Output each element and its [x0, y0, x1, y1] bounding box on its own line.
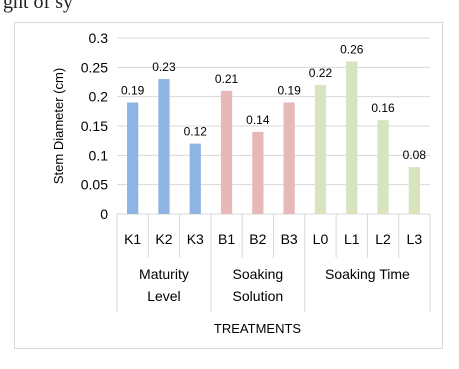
bar [377, 120, 389, 214]
y-tick-label: 0.05 [81, 177, 108, 193]
y-tick-label: 0.1 [89, 147, 109, 163]
data-label: 0.14 [246, 113, 270, 127]
cropped-caption-fragment: ght of sy [0, 0, 459, 22]
x-tick-label: K1 [124, 231, 141, 247]
bar [189, 143, 201, 214]
y-tick-label: 0.2 [89, 89, 109, 105]
y-tick-label: 0.15 [81, 118, 108, 134]
data-label: 0.26 [340, 42, 364, 56]
data-label: 0.16 [371, 101, 395, 115]
x-tick-label: K3 [187, 231, 204, 247]
data-label: 0.12 [184, 125, 208, 139]
group-label: Soaking Time [325, 266, 410, 282]
x-tick-label: B1 [218, 231, 235, 247]
group-label: Maturity [139, 266, 189, 282]
group-label: Level [147, 288, 180, 304]
data-label: 0.22 [309, 66, 333, 80]
bar [220, 90, 233, 214]
group-label: Soaking [233, 266, 284, 282]
x-tick-label: B3 [281, 231, 298, 247]
data-label: 0.23 [152, 60, 176, 74]
data-label: 0.19 [277, 84, 301, 98]
bar [252, 131, 264, 214]
y-tick-label: 0 [100, 206, 108, 222]
x-tick-label: L1 [344, 231, 360, 247]
bar [283, 102, 295, 214]
bar [408, 167, 420, 214]
bar [127, 102, 139, 214]
data-label: 0.19 [121, 84, 145, 98]
bar [314, 84, 327, 214]
y-tick-label: 0.25 [81, 59, 108, 75]
x-tick-label: B2 [249, 231, 266, 247]
data-label: 0.21 [215, 72, 239, 86]
x-tick-label: L0 [313, 231, 329, 247]
x-tick-label: L2 [375, 231, 391, 247]
x-tick-label: K2 [155, 231, 172, 247]
group-label: Solution [233, 288, 284, 304]
bar [346, 61, 358, 214]
x-tick-label: L3 [407, 231, 423, 247]
bar [158, 79, 170, 214]
data-label: 0.08 [403, 148, 427, 162]
caption-text: ght of sy [3, 0, 73, 13]
x-axis-label: TREATMENTS [214, 321, 301, 336]
y-tick-label: 0.3 [89, 30, 109, 46]
y-axis-label: Stem Diameter (cm) [51, 68, 66, 184]
